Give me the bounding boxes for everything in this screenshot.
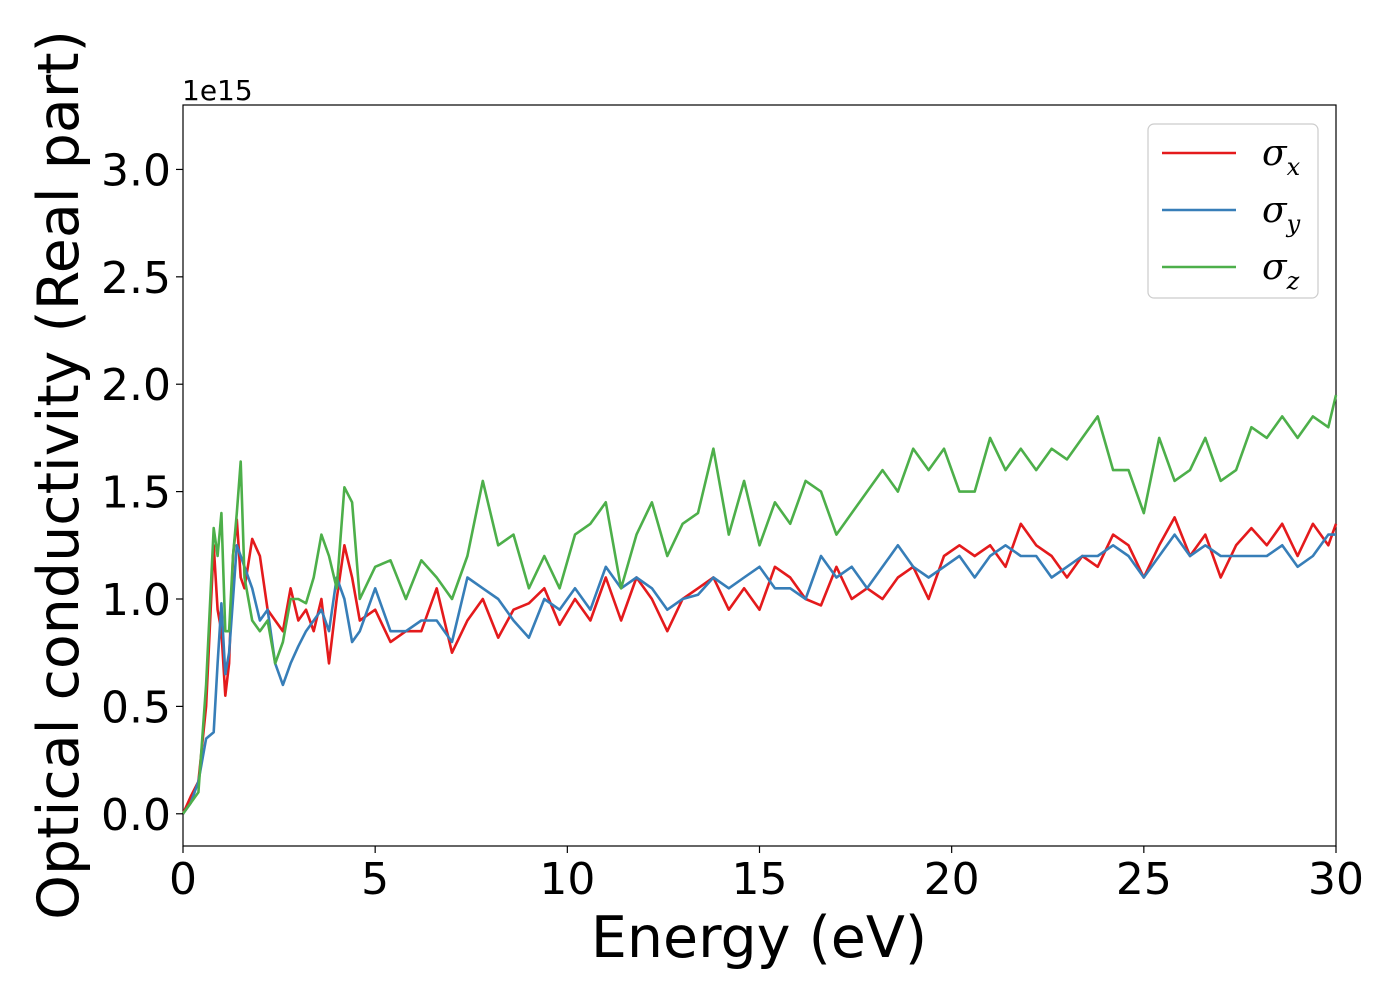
legend-symbol: σ [1262, 247, 1288, 288]
legend-subscript: z [1286, 267, 1300, 295]
y-tick-label: 2.5 [101, 253, 171, 304]
y-tick-label: 1.5 [101, 468, 171, 519]
legend-subscript: y [1286, 210, 1301, 238]
x-tick-label: 10 [539, 854, 595, 905]
legend-entry-z: σz [1262, 247, 1300, 295]
x-axis-ticks: 0 5 10 15 20 25 30 [169, 846, 1364, 905]
y-tick-label: 3.0 [101, 145, 171, 196]
y-tick-label: 0.0 [101, 790, 171, 841]
legend-subscript: x [1287, 153, 1301, 181]
y-axis-label: Optical conductivity (Real part) [26, 30, 92, 920]
legend-entry-y: σy [1262, 190, 1301, 238]
legend-symbol: σ [1262, 133, 1288, 174]
series-layer [181, 394, 1338, 815]
series-line-y [181, 533, 1336, 815]
x-tick-label: 25 [1116, 854, 1172, 905]
y-tick-label: 2.0 [101, 360, 171, 411]
x-tick-label: 30 [1308, 854, 1364, 905]
x-tick-label: 15 [732, 854, 788, 905]
series-line-z [181, 394, 1338, 815]
x-tick-label: 5 [361, 854, 389, 905]
x-tick-label: 20 [924, 854, 980, 905]
x-tick-label: 0 [169, 854, 197, 905]
x-axis-label: Energy (eV) [591, 905, 927, 971]
y-axis-ticks: 0.0 0.5 1.0 1.5 2.0 2.5 3.0 [101, 145, 183, 841]
y-tick-label: 1.0 [101, 575, 171, 626]
y-axis-offset-label: 1e15 [182, 74, 253, 107]
y-tick-label: 0.5 [101, 682, 171, 733]
legend-entry-x: σx [1262, 133, 1301, 181]
legend-symbol: σ [1262, 190, 1288, 231]
